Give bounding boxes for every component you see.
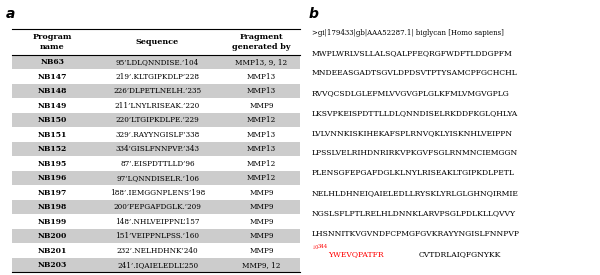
Text: LHSNNITKVGVNDFCPMGFGVKRAYYNGISLFNNPVP: LHSNNITKVGVNDFCPMGFGVKRAYYNGISLFNNPVP xyxy=(312,230,520,238)
Bar xyxy=(12,142,300,156)
Text: MMP13: MMP13 xyxy=(247,87,276,95)
Text: 87’.EISPDTTLLD’96: 87’.EISPDTTLLD’96 xyxy=(120,160,195,168)
Text: MMP12: MMP12 xyxy=(247,174,276,182)
Bar xyxy=(12,156,300,171)
Bar xyxy=(12,200,300,214)
Text: MMP9, 12: MMP9, 12 xyxy=(242,261,281,269)
Text: LKSVPKEISPDTTLLDLQNNDISELRKDDFKGLQHLYA: LKSVPKEISPDTTLLDLQNNDISELRKDDFKGLQHLYA xyxy=(312,109,518,117)
Text: Fragment
generated by: Fragment generated by xyxy=(232,33,290,51)
Text: MMP9: MMP9 xyxy=(249,232,274,240)
Text: 241’.IQAIELEDLL’250: 241’.IQAIELEDLL’250 xyxy=(117,261,198,269)
Text: NB199: NB199 xyxy=(38,218,67,225)
Text: NB198: NB198 xyxy=(38,203,67,211)
Text: MMP9: MMP9 xyxy=(249,102,274,110)
Text: MMP9: MMP9 xyxy=(249,246,274,255)
Text: MMP9: MMP9 xyxy=(249,189,274,197)
Text: 188’.IEMGGNPLENS’198: 188’.IEMGGNPLENS’198 xyxy=(110,189,205,197)
Text: YWEVQPATFR: YWEVQPATFR xyxy=(328,250,384,258)
Text: PLENSGFEPGAFDGLKLNYLRISEAKLTGIPKDLPETL: PLENSGFEPGAFDGLKLNYLRISEAKLTGIPKDLPETL xyxy=(312,169,515,177)
Bar xyxy=(12,214,300,229)
Bar xyxy=(12,185,300,200)
Bar xyxy=(12,55,300,70)
Text: NB203: NB203 xyxy=(38,261,67,269)
Text: b: b xyxy=(309,7,319,21)
Text: MMP13, 9, 12: MMP13, 9, 12 xyxy=(235,58,287,66)
Text: 344: 344 xyxy=(317,244,328,249)
Text: NGSLSFLPTLRELHLDNNKLARVPSGLPDLKLLQVVY: NGSLSFLPTLRELHLDNNKLARVPSGLPDLKLLQVVY xyxy=(312,210,516,218)
Text: 232’.NELHDHNK’240: 232’.NELHDHNK’240 xyxy=(117,246,199,255)
Text: NELHLDHNEIQAIELEDLLRYSKLYRLGLGHNQIRMIE: NELHLDHNEIQAIELEDLLRYSKLYRLGLGHNQIRMIE xyxy=(312,189,519,197)
Text: CVTDRLAIQFGNYKK: CVTDRLAIQFGNYKK xyxy=(419,250,501,258)
Bar xyxy=(12,243,300,258)
Bar xyxy=(12,84,300,98)
Text: 219’.KLTGIPKDLP’228: 219’.KLTGIPKDLP’228 xyxy=(116,73,200,81)
Text: NB196: NB196 xyxy=(38,174,67,182)
Text: >gi|179433|gb|AAA52287.1| biglycan [Homo sapiens]: >gi|179433|gb|AAA52287.1| biglycan [Homo… xyxy=(312,29,504,37)
Text: 200’FEPGAFDGLK.’209: 200’FEPGAFDGLK.’209 xyxy=(113,203,202,211)
Text: RVVQCSDLGLEFMLVVGVGPLGLKFMLVMGVGPLG: RVVQCSDLGLEFMLVVGVGPLGLKFMLVMGVGPLG xyxy=(312,89,509,97)
Text: LPSSLVELRIHDNRIRKVPKGVFSGLRNMNCIEMGGN: LPSSLVELRIHDNRIRKVPKGVFSGLRNMNCIEMGGN xyxy=(312,149,518,157)
Text: MMP13: MMP13 xyxy=(247,131,276,139)
Text: NB63: NB63 xyxy=(40,58,64,66)
Bar xyxy=(12,171,300,185)
Text: MMP12: MMP12 xyxy=(247,116,276,124)
Text: 97’LQNNDISELR.’106: 97’LQNNDISELR.’106 xyxy=(116,174,199,182)
Bar xyxy=(12,113,300,127)
Text: MMP9: MMP9 xyxy=(249,203,274,211)
Text: MMP9: MMP9 xyxy=(249,218,274,225)
Text: 151’VEIPPNLPSS.’160: 151’VEIPPNLPSS.’160 xyxy=(116,232,200,240)
Bar xyxy=(12,229,300,243)
Bar xyxy=(12,258,300,272)
Text: LVLVNNKISKIHEKAFSPLRNVQKLYISKNHLVEIPPN: LVLVNNKISKIHEKAFSPLRNVQKLYISKNHLVEIPPN xyxy=(312,129,513,137)
Text: NB150: NB150 xyxy=(38,116,67,124)
Text: NB195: NB195 xyxy=(38,160,67,168)
Text: 220’LTGIPKDLPE.’229: 220’LTGIPKDLPE.’229 xyxy=(116,116,199,124)
Text: NB148: NB148 xyxy=(38,87,67,95)
Bar xyxy=(12,70,300,84)
Text: 226’DLPETLNELH.’235: 226’DLPETLNELH.’235 xyxy=(113,87,202,95)
Bar xyxy=(12,98,300,113)
Text: Program
name: Program name xyxy=(32,33,72,51)
Text: a: a xyxy=(6,7,16,21)
Text: Sequence: Sequence xyxy=(136,38,179,46)
Text: MMP13: MMP13 xyxy=(247,73,276,81)
Text: ↓0: ↓0 xyxy=(312,245,319,250)
Text: NB151: NB151 xyxy=(38,131,67,139)
Text: MMP12: MMP12 xyxy=(247,160,276,168)
Text: 211’LNYLRISEAK.’220: 211’LNYLRISEAK.’220 xyxy=(115,102,200,110)
Text: MNDEEASGADTSGVLDPDSVTPTYSAMCPFGCHCHL: MNDEEASGADTSGVLDPDSVTPTYSAMCPFGCHCHL xyxy=(312,69,518,77)
Text: 334’GISLFNNPVP.’343: 334’GISLFNNPVP.’343 xyxy=(116,145,200,153)
Text: 148’.NHLVEIPPNL’157: 148’.NHLVEIPPNL’157 xyxy=(115,218,200,225)
Text: 95’LDLQNNDISE.’104: 95’LDLQNNDISE.’104 xyxy=(116,58,199,66)
Text: NB147: NB147 xyxy=(38,73,67,81)
Text: 329’.RAYYNGISLF’338: 329’.RAYYNGISLF’338 xyxy=(115,131,200,139)
Text: NB200: NB200 xyxy=(38,232,67,240)
Text: NB149: NB149 xyxy=(38,102,67,110)
Text: MMP13: MMP13 xyxy=(247,145,276,153)
Text: MWPLWRLVSLLALSQALPFEQRGFWDFTLDDGPFM: MWPLWRLVSLLALSQALPFEQRGFWDFTLDDGPFM xyxy=(312,49,512,57)
Text: NB197: NB197 xyxy=(38,189,67,197)
Text: NB152: NB152 xyxy=(38,145,67,153)
Text: NB201: NB201 xyxy=(38,246,67,255)
Bar xyxy=(12,127,300,142)
